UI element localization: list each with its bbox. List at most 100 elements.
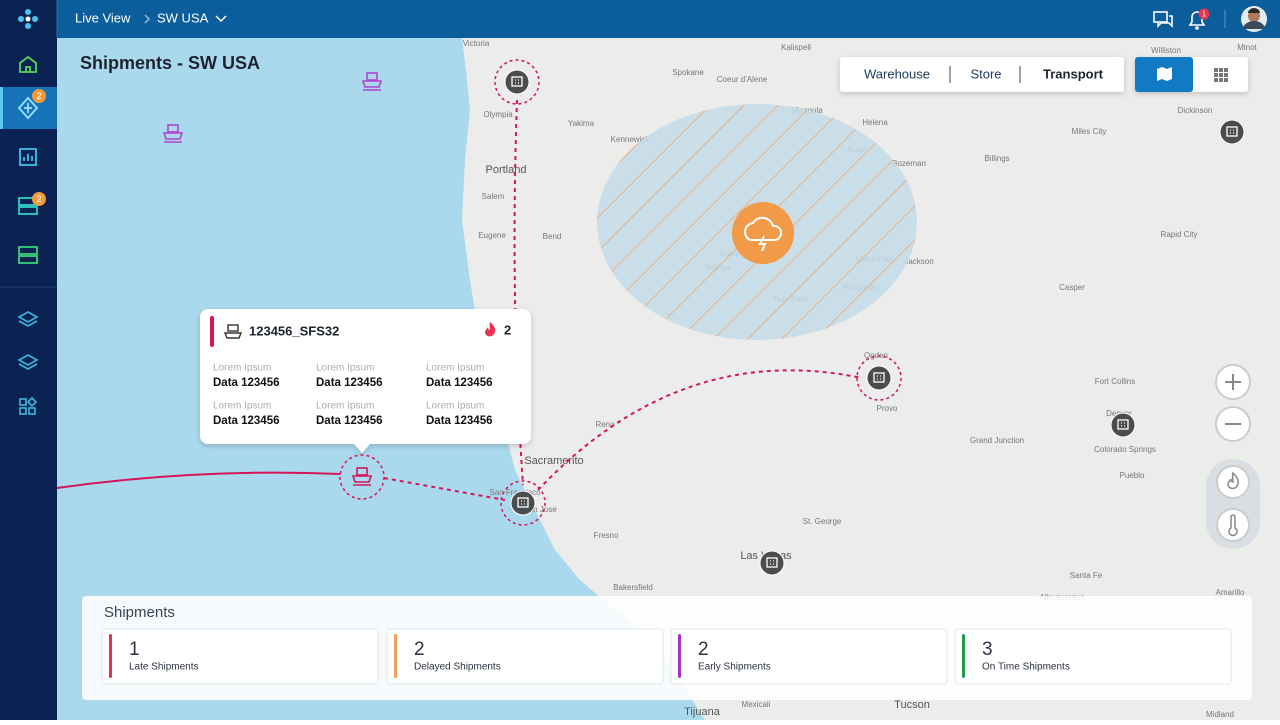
warehouse-marker[interactable] bbox=[1219, 119, 1245, 145]
city-label: Tucson bbox=[894, 699, 930, 711]
sidebar-nav: 2 2 bbox=[0, 55, 57, 415]
tab-active[interactable]: Transport bbox=[1043, 66, 1104, 81]
notification-badge: 1 bbox=[1202, 10, 1207, 19]
breadcrumb[interactable]: Live View bbox=[75, 10, 131, 25]
field-label: Lorem Ipsum bbox=[213, 401, 271, 412]
field-label: Lorem Ipsum bbox=[316, 363, 374, 374]
city-label: Fresno bbox=[594, 531, 619, 540]
card-label: On Time Shipments bbox=[982, 662, 1070, 673]
marker-icon bbox=[1226, 126, 1238, 137]
city-label: Miles City bbox=[1072, 127, 1107, 136]
nav-reports[interactable] bbox=[19, 148, 37, 166]
map-icon bbox=[1157, 67, 1172, 81]
card-accent bbox=[394, 634, 397, 678]
warehouse-marker[interactable] bbox=[510, 490, 536, 516]
field-value: Data 123456 bbox=[213, 415, 280, 427]
map[interactable]: Victoria Olympia Spokane Coeur d'Alene Kalis… bbox=[56, 38, 1280, 720]
nav-warehouse[interactable] bbox=[18, 246, 38, 264]
notifications-button[interactable]: 1 bbox=[1188, 8, 1210, 30]
ship-hull bbox=[351, 475, 373, 483]
nav-home[interactable] bbox=[19, 55, 37, 73]
nav-layers-alt[interactable] bbox=[17, 354, 39, 370]
summary-card[interactable]: 1 Late Shipments bbox=[101, 628, 379, 685]
warehouse-marker[interactable] bbox=[504, 69, 530, 95]
breadcrumb-separator bbox=[144, 14, 150, 24]
ship-marker[interactable] bbox=[162, 124, 184, 143]
fire-icon bbox=[485, 322, 496, 337]
city-label: Dickinson bbox=[1178, 106, 1213, 115]
summary-title: Shipments bbox=[104, 604, 175, 621]
marker-bg bbox=[1219, 119, 1245, 145]
selected-ring bbox=[500, 480, 546, 526]
logo[interactable] bbox=[18, 9, 38, 29]
marker-bg bbox=[504, 69, 530, 95]
field-value: Data 123456 bbox=[213, 377, 280, 389]
tab[interactable]: Warehouse bbox=[864, 66, 930, 81]
zoom-in[interactable] bbox=[1215, 364, 1251, 400]
nav-apps[interactable] bbox=[19, 396, 38, 415]
card-count: 2 bbox=[698, 639, 709, 660]
page-title: Shipments - SW USA bbox=[80, 53, 260, 73]
nav-badge bbox=[32, 192, 46, 206]
summary-card[interactable]: 3 On Time Shipments bbox=[954, 628, 1232, 685]
ship-cabin bbox=[366, 72, 378, 81]
city-label: Amarillo bbox=[1216, 588, 1245, 597]
city-label: Rapid City bbox=[1161, 230, 1198, 239]
city-label: Victoria bbox=[463, 39, 490, 48]
breadcrumb[interactable]: SW USA bbox=[157, 10, 209, 25]
city-label: Mexicali bbox=[742, 700, 771, 709]
fire-layer-button[interactable] bbox=[1216, 465, 1250, 499]
selected-ring bbox=[339, 454, 385, 500]
city-label: Midland bbox=[1206, 710, 1234, 719]
card-accent bbox=[109, 634, 112, 678]
shipment-popup: 123456_SFS32 2 Lorem Ipsum Data 123456 Lor… bbox=[200, 309, 531, 453]
ship-marker-selected[interactable] bbox=[351, 467, 373, 486]
warehouse-marker[interactable] bbox=[759, 550, 785, 576]
nav-badge-count: 2 bbox=[36, 194, 41, 204]
marker-bg bbox=[866, 365, 892, 391]
city-label: Provo bbox=[877, 404, 898, 413]
selected-ring bbox=[494, 59, 540, 105]
warehouse-marker[interactable] bbox=[866, 365, 892, 391]
city-label: Colorado Springs bbox=[1094, 445, 1156, 454]
card-bg bbox=[670, 628, 948, 685]
city-label: Eugene bbox=[478, 231, 506, 240]
card-bg bbox=[954, 628, 1232, 685]
ship-marker[interactable] bbox=[361, 72, 383, 91]
city-label: Billings bbox=[984, 154, 1009, 163]
city-label: Casper bbox=[1059, 283, 1085, 292]
marker-bg bbox=[1110, 412, 1136, 438]
city-label: Pueblo bbox=[1120, 471, 1145, 480]
user-avatar[interactable] bbox=[1241, 6, 1267, 32]
popup-title: 123456_SFS32 bbox=[249, 323, 339, 338]
field-value: Data 123456 bbox=[426, 377, 493, 389]
city-label: Coeur d'Alene bbox=[717, 75, 768, 84]
marker-icon bbox=[1117, 419, 1129, 430]
nav-tracking[interactable] bbox=[17, 96, 39, 120]
city-label: Kalispell bbox=[781, 43, 811, 52]
city-label: San Francisco bbox=[489, 488, 541, 497]
nav-indicator bbox=[0, 87, 3, 129]
card-label: Delayed Shipments bbox=[414, 662, 501, 673]
marker-icon bbox=[770, 560, 774, 565]
nav-layers[interactable] bbox=[17, 311, 39, 327]
card-bg bbox=[101, 628, 379, 685]
city-label: Minot bbox=[1237, 43, 1257, 52]
temperature-layer-button[interactable] bbox=[1216, 508, 1250, 542]
warehouse-marker[interactable] bbox=[1110, 412, 1136, 438]
city-label: Yakima bbox=[568, 119, 595, 128]
city-label: Grand Junction bbox=[970, 436, 1024, 445]
city-label: Spokane bbox=[672, 68, 704, 77]
tab[interactable]: Store bbox=[970, 66, 1001, 81]
zoom-out[interactable] bbox=[1215, 406, 1251, 442]
city-label: Salem bbox=[482, 192, 505, 201]
messages-button[interactable] bbox=[1153, 11, 1173, 28]
summary-card[interactable]: 2 Early Shipments bbox=[670, 628, 948, 685]
marker-icon bbox=[877, 375, 881, 380]
marker-icon bbox=[511, 76, 523, 87]
dropdown-arrow[interactable] bbox=[215, 15, 227, 23]
card-count: 1 bbox=[129, 639, 140, 660]
summary-card[interactable]: 2 Delayed Shipments bbox=[386, 628, 664, 685]
grid-view-button[interactable] bbox=[1214, 68, 1228, 82]
